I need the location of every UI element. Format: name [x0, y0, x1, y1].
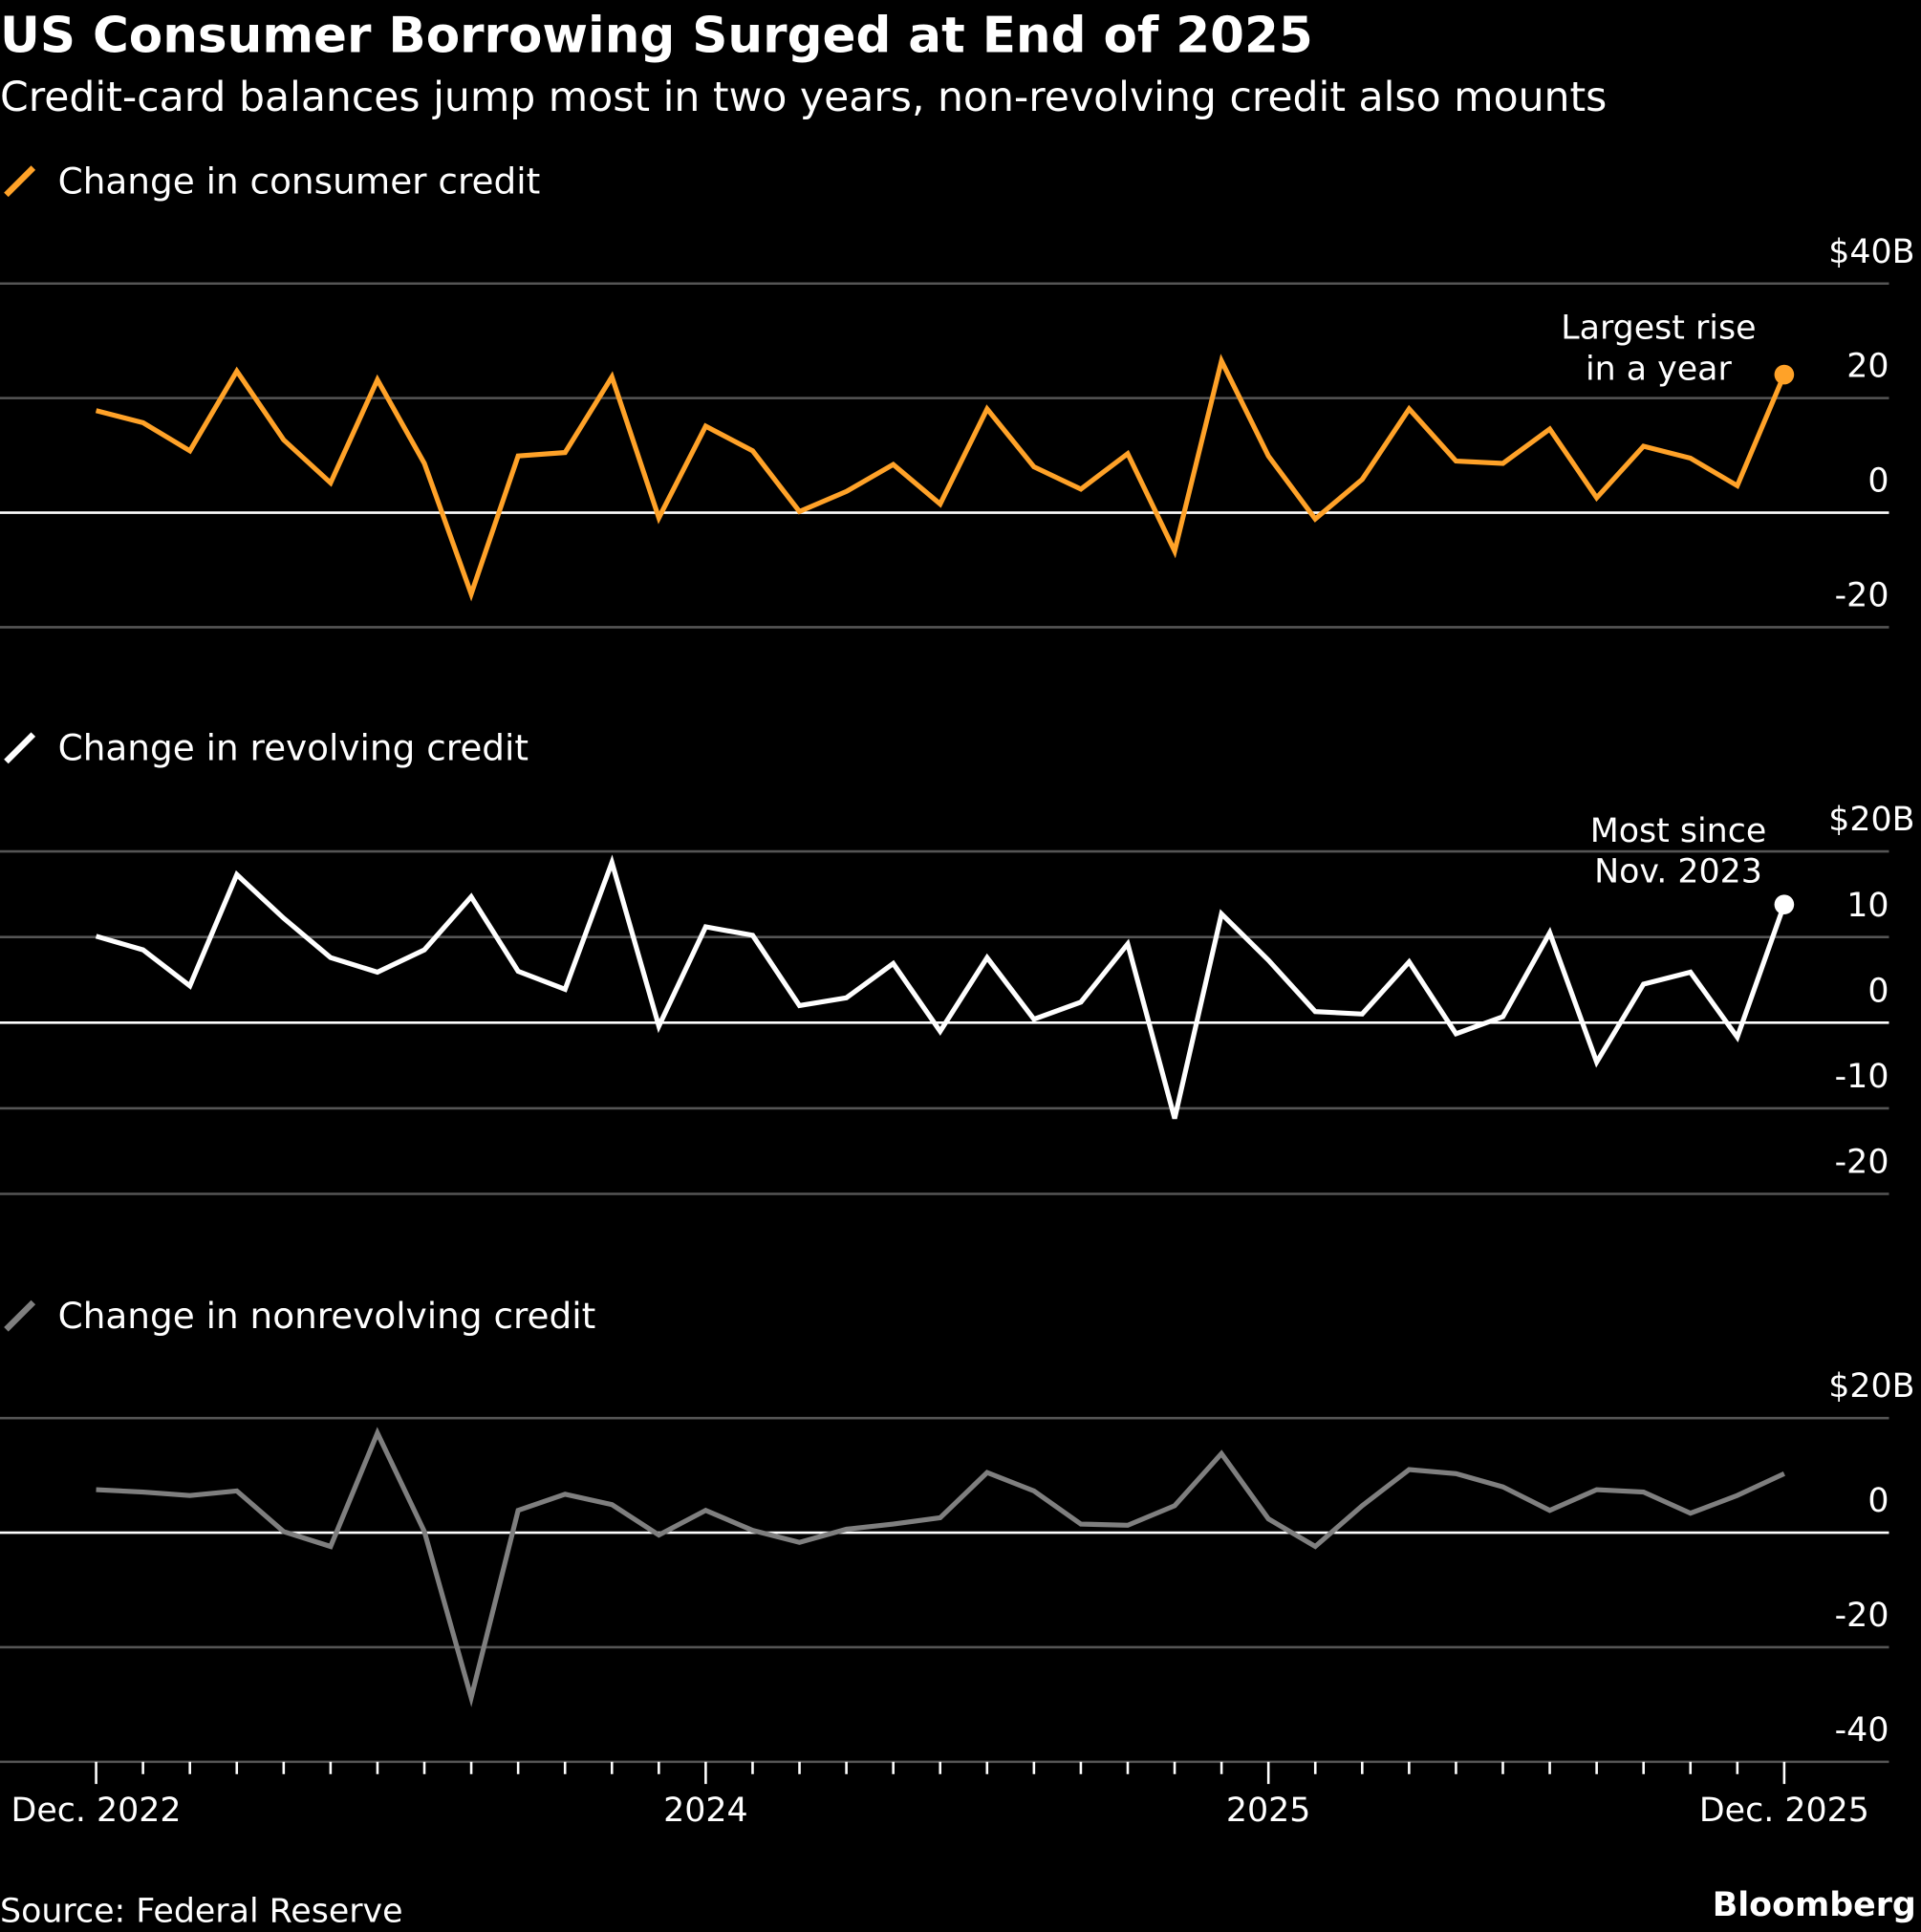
series-line [96, 1427, 1785, 1707]
source-note: Source: Federal Reserve [0, 1892, 403, 1930]
chart-subtitle: Credit-card balances jump most in two ye… [0, 75, 1607, 121]
x-tick-label: 2025 [1226, 1792, 1311, 1830]
y-tick-label: -20 [1835, 1597, 1889, 1635]
x-tick-label: 2024 [663, 1792, 748, 1830]
legend-label: Change in consumer credit [58, 161, 541, 203]
legend-label: Change in revolving credit [58, 727, 529, 769]
panel-1: Change in consumer credit $40B 20 0 -20 Large… [0, 161, 1915, 629]
y-tick-label: 0 [1867, 1482, 1889, 1520]
y-tick-label: -10 [1835, 1058, 1889, 1096]
y-tick-label: 0 [1867, 462, 1889, 501]
annotation-text: Nov. 2023 [1594, 852, 1762, 891]
legend-swatch-icon [4, 165, 36, 198]
panels: Change in consumer credit $40B 20 0 -20 Large… [0, 161, 1915, 1764]
y-tick-label: 0 [1867, 972, 1889, 1010]
annotation-text: in a year [1586, 350, 1732, 388]
y-tick-label: -40 [1835, 1711, 1889, 1750]
y-tick-label: -20 [1835, 1144, 1889, 1182]
end-marker [1774, 894, 1795, 914]
legend-label: Change in nonrevolving credit [58, 1295, 596, 1337]
annotation-text: Largest rise [1561, 310, 1756, 348]
y-tick-label: $20B [1828, 801, 1914, 839]
legend-swatch-icon [4, 1299, 36, 1332]
x-axis: Dec. 2022 2024 2025 Dec. 2025 [11, 1761, 1869, 1830]
annotation-text: Most since [1590, 812, 1767, 850]
series-line [95, 354, 1787, 602]
panel-2: Change in revolving credit $20B 10 0 -10 -20 M… [0, 727, 1915, 1195]
y-tick-label: 10 [1846, 887, 1889, 925]
series-line [95, 854, 1787, 1120]
y-tick-label: $40B [1828, 233, 1914, 271]
bloomberg-logo: Bloomberg [1713, 1886, 1916, 1924]
y-tick-label: $20B [1828, 1367, 1914, 1406]
end-marker [1774, 364, 1795, 385]
chart-title: US Consumer Borrowing Surged at End of 2… [0, 7, 1313, 64]
legend-swatch-icon [4, 732, 36, 764]
x-tick-label: Dec. 2022 [11, 1792, 182, 1830]
x-tick-label: Dec. 2025 [1699, 1792, 1869, 1830]
panel-3: Change in nonrevolving credit $20B 0 -20 -40 [0, 1295, 1915, 1764]
y-tick-label: 20 [1846, 348, 1889, 386]
y-tick-label: -20 [1835, 577, 1889, 615]
